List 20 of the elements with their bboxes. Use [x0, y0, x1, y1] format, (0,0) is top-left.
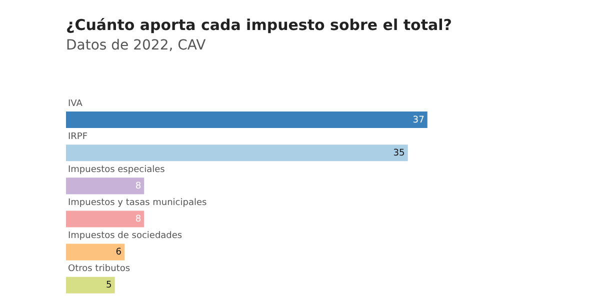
- y-tick-label: IVA: [68, 99, 84, 109]
- data-label: 8: [135, 181, 142, 192]
- data-label: 5: [106, 280, 112, 291]
- y-tick-label: Impuestos especiales: [68, 165, 166, 175]
- bar: [66, 276, 115, 294]
- chart-subtitle: Datos de 2022, CAV: [66, 38, 206, 54]
- bar: [66, 210, 144, 228]
- data-label: 8: [135, 214, 142, 224]
- bar: [66, 244, 125, 260]
- y-tick-label: Impuestos de sociedades: [68, 231, 182, 241]
- data-label: 35: [393, 148, 405, 158]
- y-tick-label: Otros tributos: [68, 264, 130, 274]
- chart-title: ¿Cuánto aporta cada impuesto sobre el total?: [66, 16, 452, 34]
- y-tick-label: Impuestos y tasas municipales: [68, 198, 208, 208]
- bar: [66, 112, 428, 128]
- bar: [66, 144, 408, 162]
- data-label: 37: [412, 115, 425, 126]
- data-label: 6: [116, 248, 122, 258]
- bar: [66, 178, 144, 194]
- y-tick-label: IRPF: [68, 132, 88, 142]
